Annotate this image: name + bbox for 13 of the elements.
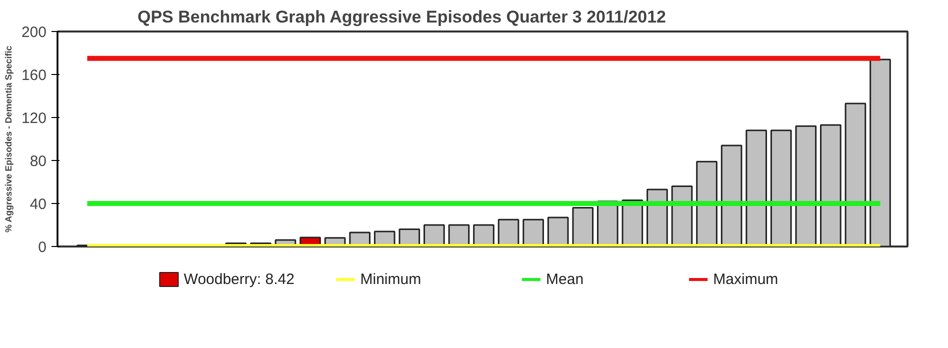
chart-title: QPS Benchmark Graph Aggressive Episodes Quarter 3 2011/2012	[138, 8, 666, 26]
legend-label: Woodberry: 8.42	[184, 271, 294, 288]
y-tick-label: 80	[30, 153, 47, 170]
y-tick-label: 40	[30, 196, 47, 213]
legend-label: Maximum	[713, 271, 778, 288]
y-tick-label: 200	[21, 24, 47, 41]
legend-label: Mean	[546, 271, 584, 288]
y-tick-label: 0	[38, 239, 46, 256]
bar	[870, 58, 891, 246]
y-tick-label: 160	[21, 67, 47, 84]
y-tick-label: 120	[21, 110, 47, 127]
y-axis-title: % Aggressive Episodes - Dementia Specific	[3, 46, 14, 233]
legend-label: Minimum	[360, 271, 422, 288]
